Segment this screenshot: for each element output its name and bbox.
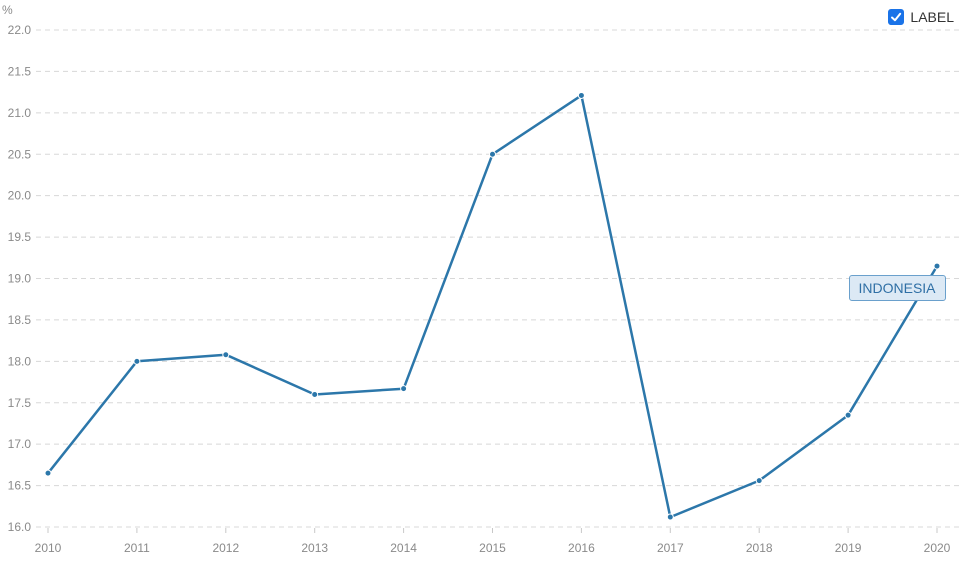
x-tick-label: 2019 (835, 541, 862, 555)
data-point (577, 91, 585, 99)
series-layer (44, 91, 941, 521)
x-tick-label: 2010 (35, 541, 62, 555)
y-tick-label: 16.0 (8, 520, 32, 534)
y-tick-label: 20.5 (8, 147, 32, 161)
y-axis-ticks: 16.0 16.5 17.0 17.5 18.0 18.5 19.0 19.5 20.0 20.5… (8, 23, 32, 534)
y-tick-label: 20.0 (8, 189, 32, 203)
y-tick-label: 16.5 (8, 479, 32, 493)
x-tick-label: 2017 (657, 541, 684, 555)
x-tick-label: 2013 (301, 541, 328, 555)
data-point (222, 351, 230, 359)
x-tick-label: 2015 (479, 541, 506, 555)
data-point (133, 357, 141, 365)
x-tick-label: 2012 (212, 541, 239, 555)
y-tick-label: 19.5 (8, 230, 32, 244)
y-tick-label: 17.0 (8, 437, 32, 451)
x-tick-label: 2011 (124, 541, 150, 555)
x-tick-label: 2020 (924, 541, 951, 555)
legend-label: LABEL (910, 9, 954, 25)
data-point (44, 469, 52, 477)
x-axis-ticks: 2010 2011 2012 2013 2014 2015 2016 2017 2018 2019… (35, 528, 951, 555)
grid-lines (36, 29, 960, 528)
series-label-tag: INDONESIA (848, 275, 946, 302)
y-tick-label: 17.5 (8, 396, 32, 410)
y-axis-unit: % (2, 3, 13, 17)
y-tick-label: 21.0 (8, 106, 32, 120)
legend-checkbox[interactable] (888, 9, 905, 25)
data-point (311, 390, 319, 398)
data-point (400, 385, 408, 393)
y-tick-label: 18.0 (8, 354, 32, 368)
data-point (489, 150, 496, 158)
checkmark-icon (891, 12, 902, 22)
x-tick-label: 2014 (390, 541, 417, 555)
data-point (933, 262, 941, 270)
y-tick-label: 22.0 (8, 23, 32, 37)
data-point (844, 411, 852, 419)
data-point (755, 477, 763, 485)
y-tick-label: 19.0 (8, 272, 32, 286)
series-line (46, 94, 939, 519)
data-point (666, 513, 674, 521)
y-tick-label: 21.5 (8, 64, 32, 78)
legend-toggle[interactable]: LABEL (888, 9, 954, 25)
x-tick-label: 2018 (746, 541, 773, 555)
x-tick-label: 2016 (568, 541, 595, 555)
y-tick-label: 18.5 (8, 313, 32, 327)
